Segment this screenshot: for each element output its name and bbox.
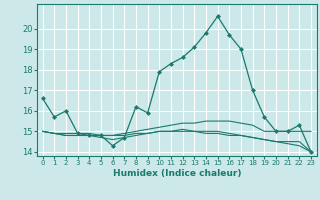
X-axis label: Humidex (Indice chaleur): Humidex (Indice chaleur) [113,169,241,178]
